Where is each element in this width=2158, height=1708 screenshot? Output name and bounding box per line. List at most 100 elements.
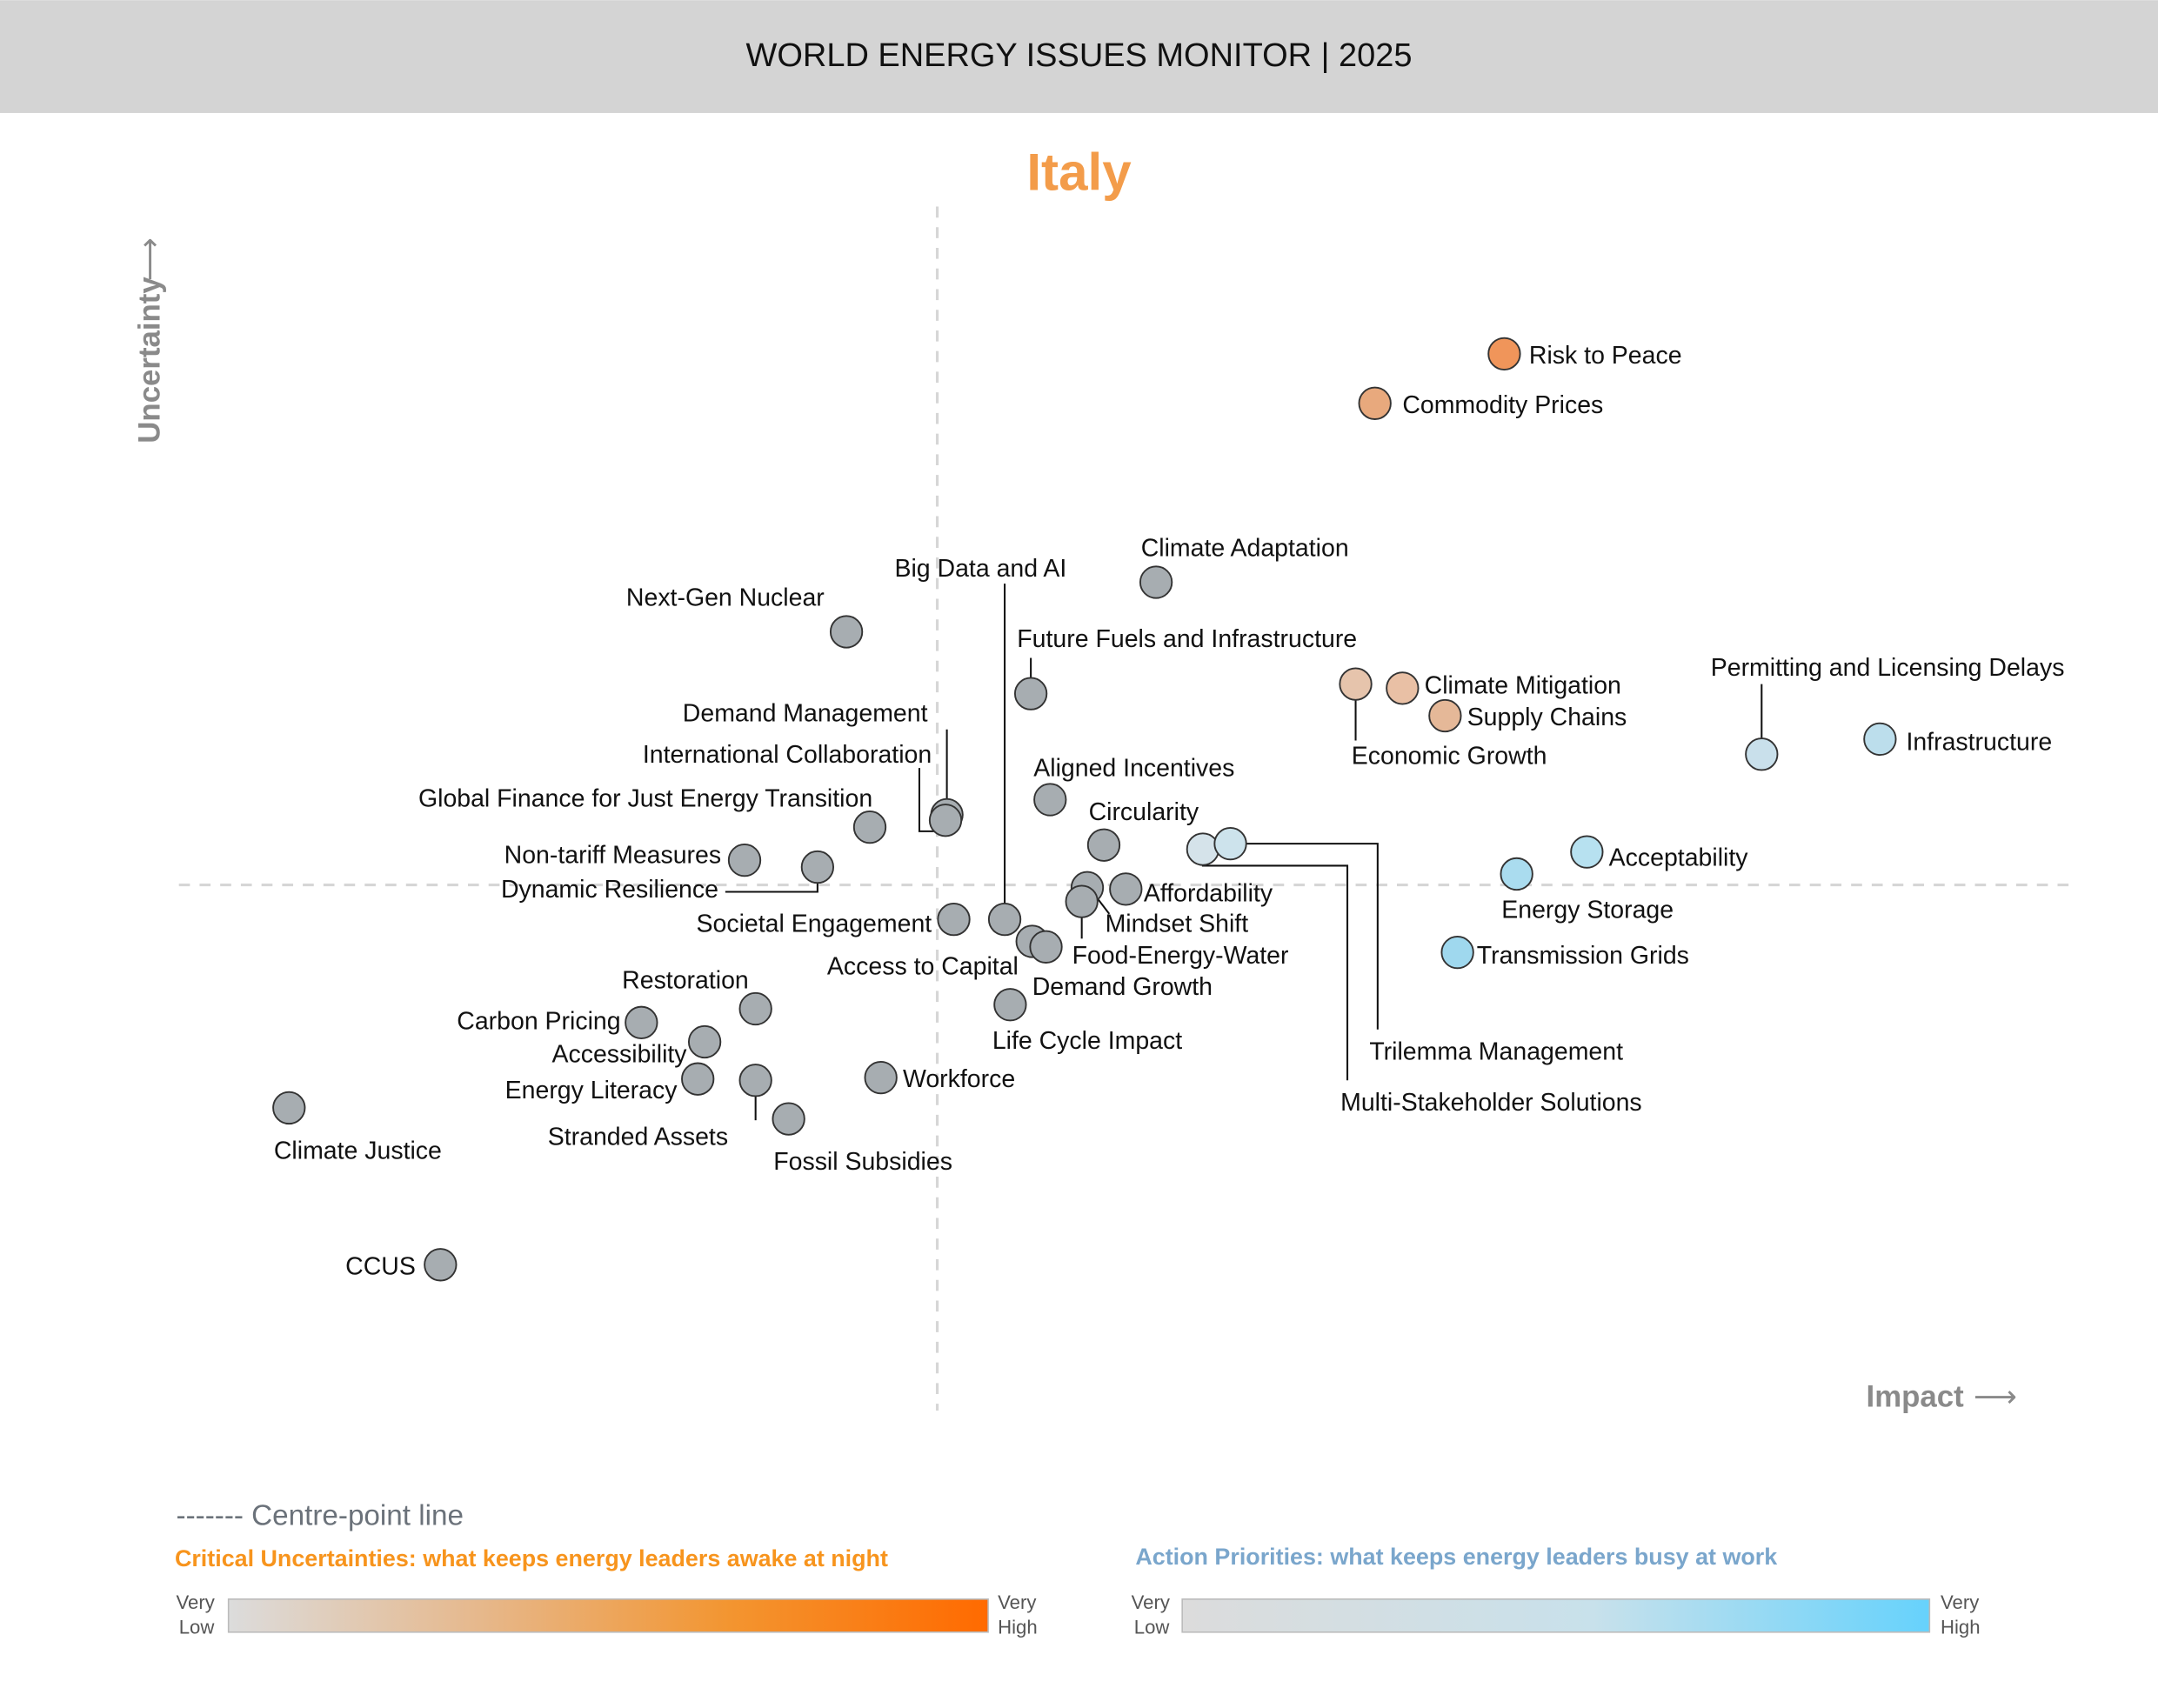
issue-label: Access to Capital bbox=[827, 952, 1019, 980]
header-banner bbox=[0, 0, 2158, 113]
svg-text:High: High bbox=[998, 1616, 1038, 1638]
issue-point[interactable]: Acceptability bbox=[1570, 835, 1748, 871]
issue-point[interactable]: Dynamic Resilience bbox=[501, 850, 835, 904]
issue-bubble[interactable] bbox=[1029, 930, 1063, 964]
issue-bubble[interactable] bbox=[1487, 337, 1521, 370]
issue-bubble[interactable] bbox=[1570, 835, 1604, 869]
issue-label: Restoration bbox=[622, 966, 749, 994]
issue-point[interactable]: CCUS bbox=[345, 1248, 458, 1282]
issue-point[interactable]: International Collaboration bbox=[643, 741, 963, 837]
issue-label: Energy Literacy bbox=[505, 1077, 678, 1104]
priorities-legend-title: Action Priorities: what keeps energy lea… bbox=[1135, 1544, 1777, 1570]
issue-label: Food-Energy-Water bbox=[1072, 942, 1289, 970]
issue-point[interactable]: Climate Mitigation bbox=[1386, 671, 1621, 705]
svg-text:Uncertainty: Uncertainty bbox=[133, 277, 167, 444]
issue-label: Economic Growth bbox=[1352, 742, 1547, 770]
issue-bubble[interactable] bbox=[1745, 737, 1779, 771]
issue-bubble[interactable] bbox=[800, 850, 835, 884]
issue-point[interactable]: Infrastructure bbox=[1863, 722, 2052, 757]
issue-point[interactable]: Climate Adaptation bbox=[1139, 534, 1349, 599]
issue-point[interactable]: Restoration bbox=[622, 966, 772, 1026]
issue-label: Supply Chains bbox=[1467, 704, 1627, 731]
priority-gradient-bar bbox=[1181, 1598, 1931, 1633]
issue-point[interactable]: Big Data and AI bbox=[894, 555, 1066, 937]
issue-bubble[interactable] bbox=[1339, 667, 1373, 701]
svg-text:Low: Low bbox=[1134, 1616, 1171, 1638]
issue-point[interactable]: Accessibility bbox=[552, 1024, 722, 1069]
issue-point[interactable]: Aligned Incentives bbox=[1033, 755, 1234, 817]
issue-bubble[interactable] bbox=[681, 1062, 715, 1096]
issue-point[interactable]: Energy Literacy bbox=[505, 1062, 715, 1104]
issue-point[interactable]: Climate Justice bbox=[272, 1091, 442, 1165]
issue-point[interactable]: Risk to Peace bbox=[1487, 337, 1682, 370]
issue-point[interactable]: Demand Management bbox=[683, 699, 964, 832]
issue-bubble[interactable] bbox=[424, 1248, 458, 1282]
issue-point[interactable]: Trilemma Management bbox=[1213, 826, 1623, 1066]
issue-bubble[interactable] bbox=[1213, 826, 1247, 861]
issue-point[interactable]: Circularity bbox=[1086, 798, 1199, 862]
issue-point[interactable]: Economic Growth bbox=[1339, 667, 1547, 770]
issue-point[interactable]: Demand Growth bbox=[1029, 930, 1213, 1002]
issue-bubble[interactable] bbox=[852, 811, 887, 844]
issue-bubble[interactable] bbox=[1086, 828, 1121, 862]
issue-bubble[interactable] bbox=[1440, 935, 1474, 970]
issue-bubble[interactable] bbox=[864, 1060, 898, 1095]
issue-label: Infrastructure bbox=[1906, 729, 2052, 757]
issue-bubble[interactable] bbox=[772, 1102, 805, 1136]
issue-point[interactable]: Non-tariff Measures bbox=[504, 841, 762, 877]
centre-line-legend: ------- Centre-point line bbox=[177, 1499, 464, 1531]
issue-bubble[interactable] bbox=[1358, 386, 1392, 420]
issue-point[interactable]: Future Fuels and Infrastructure bbox=[1013, 625, 1357, 711]
issue-point[interactable]: Carbon Pricing bbox=[457, 1005, 658, 1039]
issue-point[interactable]: Fossil Subsidies bbox=[772, 1102, 952, 1176]
issue-bubble[interactable] bbox=[993, 988, 1027, 1022]
issue-bubble[interactable] bbox=[928, 804, 963, 837]
issue-bubble[interactable] bbox=[1863, 722, 1897, 757]
issue-label: Accessibility bbox=[552, 1041, 688, 1069]
issue-point[interactable]: Societal Engagement bbox=[697, 903, 971, 937]
issue-label: Permitting and Licensing Delays bbox=[1711, 654, 2065, 682]
issue-label: Global Finance for Just Energy Transitio… bbox=[418, 784, 872, 812]
issue-point[interactable]: Stranded Assets bbox=[548, 1064, 772, 1151]
issue-bubble[interactable] bbox=[738, 991, 772, 1026]
issue-bubble[interactable] bbox=[738, 1064, 772, 1098]
issue-bubble[interactable] bbox=[625, 1005, 658, 1039]
issue-point[interactable]: Multi-Stakeholder Solutions bbox=[1186, 832, 1642, 1117]
issue-bubble[interactable] bbox=[1500, 857, 1533, 891]
right-arrow-icon: ⟶ bbox=[1974, 1379, 2017, 1413]
issue-label: Climate Mitigation bbox=[1425, 672, 1621, 700]
issue-bubble[interactable] bbox=[1065, 884, 1099, 918]
issue-label: Life Cycle Impact bbox=[992, 1027, 1182, 1055]
issue-point[interactable]: Life Cycle Impact bbox=[992, 988, 1182, 1055]
issue-label: Stranded Assets bbox=[548, 1124, 728, 1151]
issue-bubble[interactable] bbox=[1033, 783, 1067, 817]
issue-bubble[interactable] bbox=[937, 903, 971, 937]
issue-point[interactable]: Permitting and Licensing Delays bbox=[1711, 654, 2065, 771]
issue-point[interactable]: Transmission Grids bbox=[1440, 935, 1689, 970]
svg-text:High: High bbox=[1941, 1616, 1981, 1638]
issue-bubble[interactable] bbox=[987, 903, 1022, 937]
issue-point[interactable]: Next-Gen Nuclear bbox=[626, 584, 864, 649]
issue-bubble[interactable] bbox=[1428, 698, 1462, 733]
issue-point[interactable]: Food-Energy-Water bbox=[1065, 884, 1289, 970]
issue-point[interactable]: Global Finance for Just Energy Transitio… bbox=[418, 784, 887, 844]
issue-bubble[interactable] bbox=[272, 1091, 306, 1125]
issue-label: Commodity Prices bbox=[1402, 391, 1603, 419]
issue-point[interactable]: Supply Chains bbox=[1428, 698, 1627, 733]
issue-point[interactable]: Commodity Prices bbox=[1358, 386, 1603, 420]
issue-bubble[interactable] bbox=[1013, 677, 1048, 711]
issue-bubble[interactable] bbox=[687, 1024, 722, 1059]
issue-bubble[interactable] bbox=[1139, 565, 1173, 599]
issue-bubble[interactable] bbox=[1109, 872, 1143, 906]
issue-bubble[interactable] bbox=[829, 615, 864, 649]
issue-bubble[interactable] bbox=[1386, 671, 1420, 705]
issue-point[interactable]: Affordability bbox=[1109, 872, 1273, 908]
issue-bubble[interactable] bbox=[727, 843, 762, 877]
issue-label: Climate Justice bbox=[274, 1137, 442, 1164]
issue-point[interactable]: Workforce bbox=[864, 1060, 1015, 1095]
uncertainties-legend-title: Critical Uncertainties: what keeps energ… bbox=[175, 1545, 888, 1571]
issue-point[interactable]: Energy Storage bbox=[1500, 857, 1674, 924]
issue-bubble[interactable] bbox=[1186, 832, 1220, 866]
issue-label: International Collaboration bbox=[643, 741, 932, 769]
